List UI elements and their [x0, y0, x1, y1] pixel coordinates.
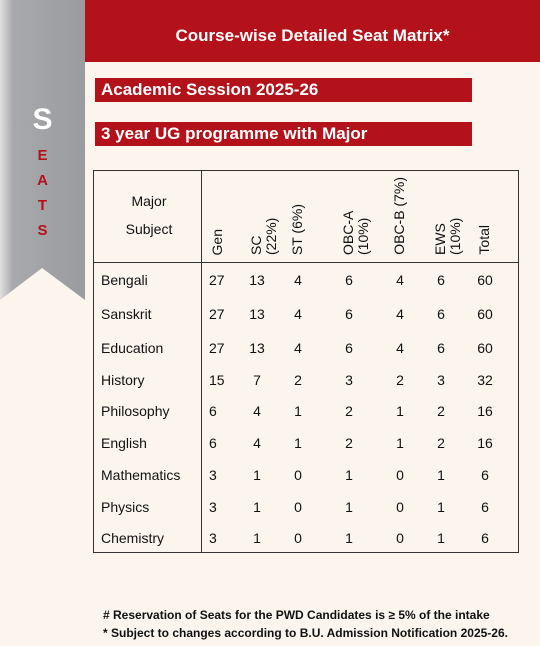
table-cell: 3 [209, 467, 217, 483]
table-cell: 2 [294, 372, 302, 388]
table-cell: 4 [253, 435, 261, 451]
table-cell: 3 [209, 499, 217, 515]
table-cell: 32 [477, 372, 493, 388]
table-cell: 3 [209, 530, 217, 546]
table-cell: 6 [437, 306, 445, 322]
table-cell: 1 [396, 403, 404, 419]
table-cell: 6 [209, 403, 217, 419]
table-cell: 4 [294, 272, 302, 288]
table-cell: 1 [437, 467, 445, 483]
table-cell: 4 [294, 306, 302, 322]
column-header: Major Subject [125, 193, 173, 237]
table-cell: History [101, 372, 145, 388]
table-cell: 0 [294, 467, 302, 483]
table-cell: 0 [396, 467, 404, 483]
table-cell: 4 [396, 306, 404, 322]
table-cell: 1 [437, 530, 445, 546]
table-cell: Sanskrit [101, 306, 152, 322]
table-cell: 2 [396, 372, 404, 388]
column-header: ST (6%) [289, 203, 305, 255]
ribbon-letter: T [37, 197, 48, 214]
ribbon [0, 0, 85, 300]
table-cell: 27 [209, 272, 225, 288]
table-cell: 6 [209, 435, 217, 451]
table-cell: 1 [253, 499, 261, 515]
table-cell: 2 [437, 403, 445, 419]
seat-table: Major Subject Gen SC (22%) ST (6%) OBC-A (10… [93, 170, 519, 553]
table-cell: 6 [481, 499, 489, 515]
ribbon-initial: S [32, 103, 53, 136]
table-cell: 1 [253, 467, 261, 483]
table-cell: 7 [253, 372, 261, 388]
table-cell: 1 [253, 530, 261, 546]
table-cell: 6 [481, 467, 489, 483]
table-cell: 60 [477, 306, 493, 322]
table-cell: 1 [345, 530, 353, 546]
table-cell: 60 [477, 272, 493, 288]
footnote: # Reservation of Seats for the PWD Candi… [103, 608, 490, 622]
table-cell: Philosophy [101, 403, 170, 419]
table-cell: 6 [437, 272, 445, 288]
table-cell: English [101, 435, 147, 451]
table-cell: 6 [345, 272, 353, 288]
table-cell: 1 [396, 435, 404, 451]
table-cell: 1 [437, 499, 445, 515]
table-cell: Mathematics [101, 467, 181, 483]
table-cell: 3 [437, 372, 445, 388]
column-header: SC (22%) [248, 217, 279, 255]
column-header: EWS (10%) [432, 217, 463, 255]
column-header: Gen [209, 228, 225, 255]
ribbon-letter: E [37, 147, 48, 164]
table-cell: 13 [249, 272, 265, 288]
table-cell: 27 [209, 306, 225, 322]
column-header: Total [476, 225, 492, 255]
table-cell: Bengali [101, 272, 148, 288]
ribbon-letter: S [37, 222, 48, 239]
table-cell: 6 [437, 340, 445, 356]
table-cell: 1 [345, 467, 353, 483]
footnote: * Subject to changes according to B.U. A… [103, 626, 508, 640]
column-header: OBC-A (10%) [340, 211, 371, 255]
table-cell: Physics [101, 499, 150, 515]
table-cell: 2 [437, 435, 445, 451]
table-cell: Chemistry [101, 530, 165, 546]
table-cell: 6 [345, 306, 353, 322]
table-cell: 4 [396, 272, 404, 288]
table-cell: 6 [345, 340, 353, 356]
table-cell: 2 [345, 403, 353, 419]
table-cell: 4 [396, 340, 404, 356]
table-cell: 0 [396, 530, 404, 546]
table-cell: 4 [294, 340, 302, 356]
table-cell: 1 [294, 403, 302, 419]
table-cell: 0 [396, 499, 404, 515]
table-cell: 60 [477, 340, 493, 356]
table-cell: 6 [481, 530, 489, 546]
table-cell: 1 [294, 435, 302, 451]
table-cell: 3 [345, 372, 353, 388]
table-cell: 15 [209, 372, 225, 388]
table-cell: 2 [345, 435, 353, 451]
header-title: Course-wise Detailed Seat Matrix* [85, 0, 540, 62]
table-cell: Education [101, 340, 164, 356]
table-cell: 16 [477, 435, 493, 451]
column-header: OBC-B (7%) [391, 177, 407, 255]
ribbon-letter: A [37, 172, 48, 189]
table-cell: 1 [345, 499, 353, 515]
table-cell: 0 [294, 499, 302, 515]
programme: 3 year UG programme with Major [95, 122, 472, 146]
table-cell: 13 [249, 340, 265, 356]
session: Academic Session 2025-26 [95, 78, 472, 102]
table-cell: 4 [253, 403, 261, 419]
table-cell: 0 [294, 530, 302, 546]
table-cell: 13 [249, 306, 265, 322]
table-cell: 27 [209, 340, 225, 356]
table-cell: 16 [477, 403, 493, 419]
